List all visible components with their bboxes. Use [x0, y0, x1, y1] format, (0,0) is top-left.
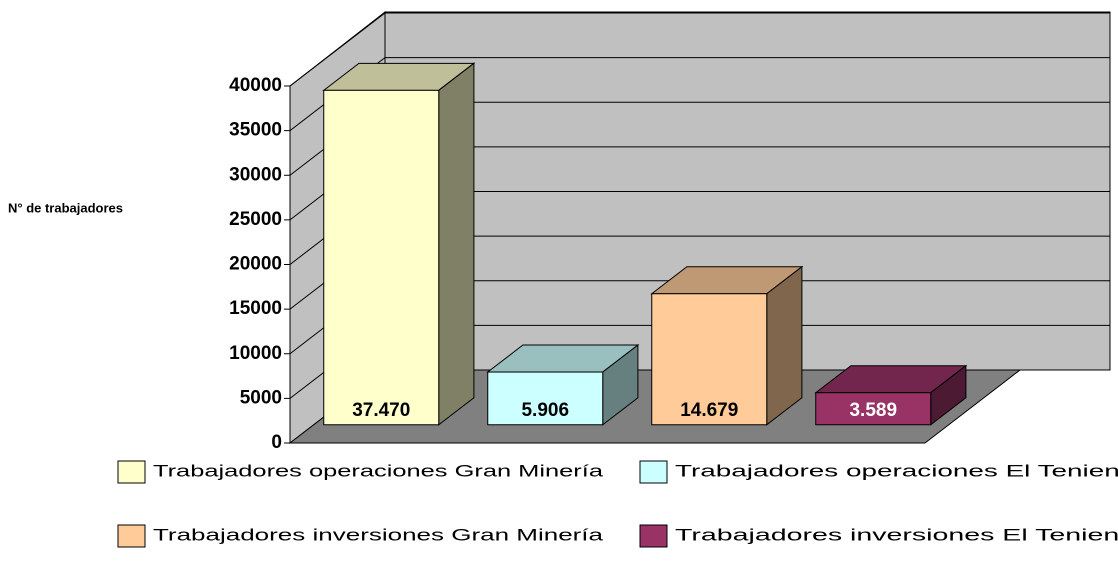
- legend: Trabajadores operaciones Gran Minería Tra…: [117, 460, 1118, 548]
- bar-side: [438, 62, 475, 426]
- value-label: 5.906: [521, 400, 569, 421]
- bar-front: [487, 371, 604, 426]
- bar: [650, 265, 804, 426]
- legend-label: Trabajadores inversiones El Teniente: [675, 525, 1118, 544]
- bar: [486, 344, 640, 426]
- y-tick-label: 35000: [229, 120, 282, 141]
- y-axis-label: N° de trabajadores: [8, 200, 123, 215]
- y-tick-label: 10000: [229, 343, 282, 364]
- value-label: 14.679: [680, 400, 738, 421]
- bar-front: [323, 89, 440, 426]
- y-tick-label: 0: [271, 432, 282, 453]
- grid-line: [289, 12, 386, 87]
- bars: 37.470 5.906 14.679 3.589: [322, 62, 968, 426]
- y-tick-label: 30000: [229, 164, 282, 185]
- legend-label: Trabajadores inversiones Gran Minería: [153, 525, 604, 544]
- y-tick-label: 40000: [229, 75, 282, 96]
- y-tick-label: 5000: [240, 387, 282, 408]
- legend-label: Trabajadores operaciones El Teniente: [675, 461, 1118, 480]
- legend-swatch: [639, 460, 668, 484]
- legend-swatch: [117, 524, 146, 548]
- bar: [322, 62, 476, 426]
- legend-label: Trabajadores operaciones Gran Minería: [153, 461, 604, 480]
- bar-front: [651, 293, 768, 426]
- legend-swatch: [117, 460, 146, 484]
- legend-swatch: [639, 524, 668, 548]
- y-tick-label: 20000: [229, 254, 282, 275]
- bar-side: [766, 265, 803, 426]
- y-tick-label: 25000: [229, 209, 282, 230]
- value-label: 3.589: [849, 400, 897, 421]
- bar: [814, 364, 968, 426]
- y-tick-label: 15000: [229, 298, 282, 319]
- value-label: 37.470: [352, 400, 410, 421]
- bar-front: [815, 392, 932, 426]
